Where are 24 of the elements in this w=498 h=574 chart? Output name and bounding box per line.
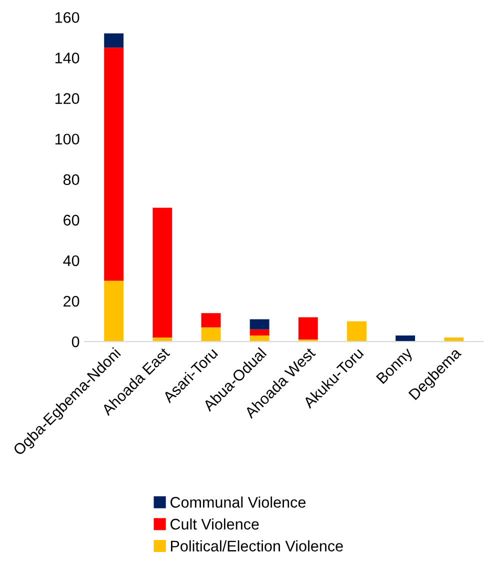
y-tick-label: 80 <box>63 174 80 186</box>
y-tick-label: 60 <box>64 214 80 226</box>
y-tick-label: 120 <box>55 93 80 104</box>
y-tick-label: 160 <box>55 12 80 23</box>
legend-label: Communal Violence <box>170 496 306 508</box>
bar <box>201 313 221 328</box>
bar <box>298 317 318 340</box>
y-tick-label: 40 <box>63 255 80 266</box>
bar <box>250 329 270 336</box>
bar <box>347 321 366 342</box>
bar <box>104 280 124 342</box>
y-tick-label: 0 <box>72 336 80 348</box>
bar <box>250 319 270 330</box>
bar <box>201 327 221 342</box>
legend-label: Political/Election Violence <box>170 540 343 552</box>
bar <box>104 48 124 281</box>
bar <box>396 335 416 342</box>
y-tick-label: 140 <box>55 52 80 64</box>
y-tick-label: 20 <box>64 296 80 307</box>
bar <box>104 33 124 48</box>
y-tick-label: 100 <box>55 134 80 145</box>
legend-label: Cult Violence <box>170 518 259 530</box>
bar <box>250 335 270 342</box>
bar <box>152 208 172 338</box>
